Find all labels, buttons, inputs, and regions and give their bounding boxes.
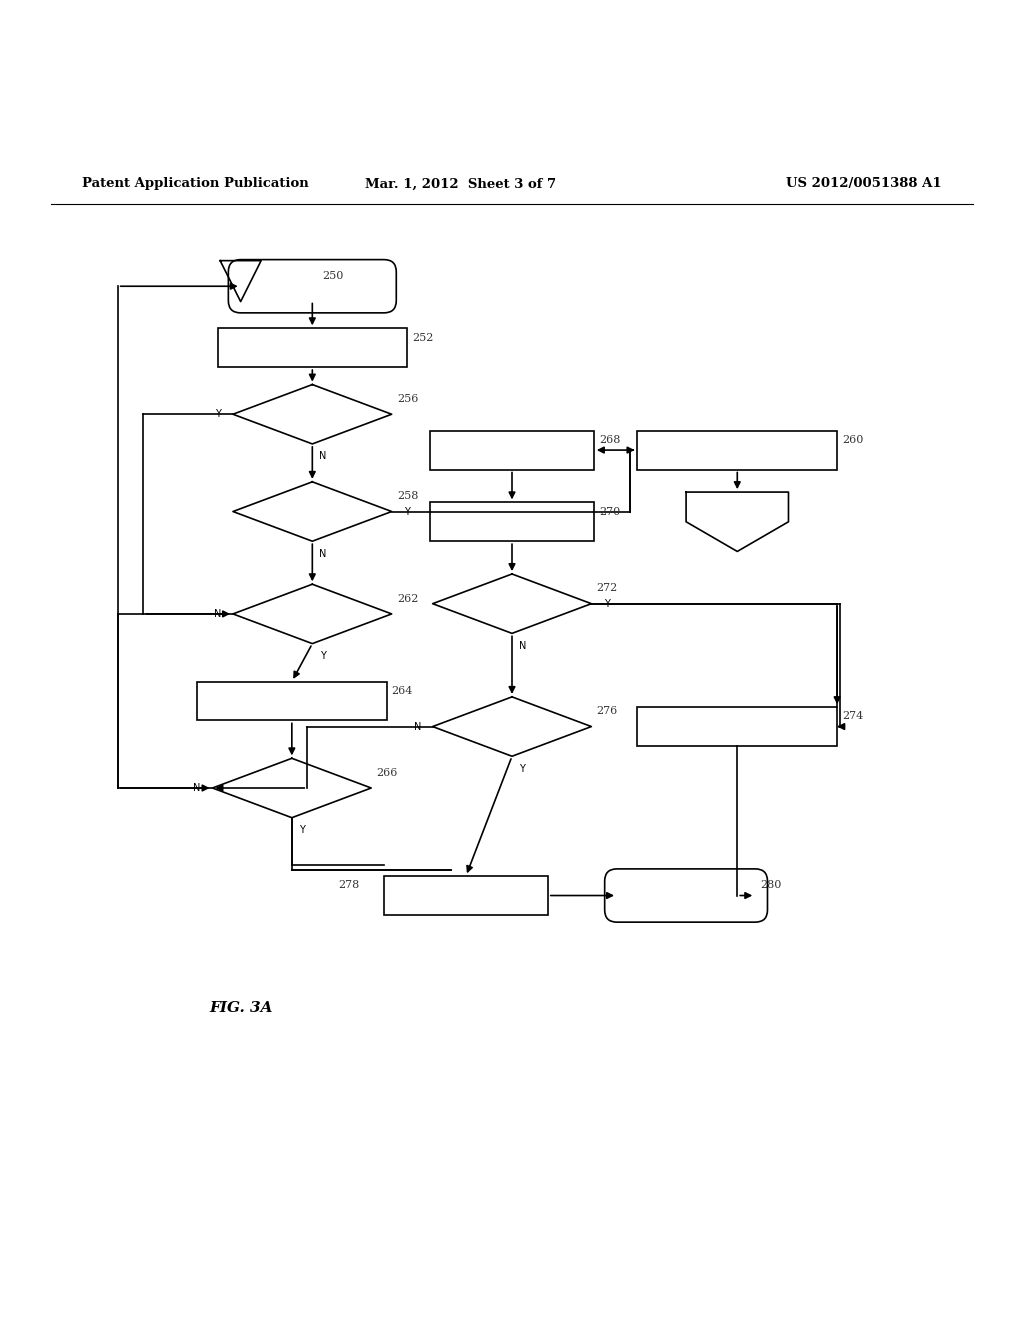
Text: 252: 252 — [412, 333, 433, 343]
FancyBboxPatch shape — [637, 708, 837, 746]
Text: N: N — [194, 783, 201, 793]
Text: 258: 258 — [397, 491, 418, 502]
Text: 260: 260 — [842, 436, 863, 445]
Text: Y: Y — [404, 507, 410, 516]
Text: N: N — [318, 451, 327, 461]
Text: 276: 276 — [596, 706, 617, 717]
FancyBboxPatch shape — [637, 430, 837, 470]
FancyBboxPatch shape — [604, 869, 768, 923]
Text: Mar. 1, 2012  Sheet 3 of 7: Mar. 1, 2012 Sheet 3 of 7 — [366, 177, 556, 190]
Text: Patent Application Publication: Patent Application Publication — [82, 177, 308, 190]
Text: 264: 264 — [391, 686, 413, 696]
Text: Y: Y — [319, 651, 326, 661]
FancyBboxPatch shape — [384, 876, 548, 915]
FancyBboxPatch shape — [228, 260, 396, 313]
Text: Y: Y — [604, 599, 609, 609]
Text: N: N — [518, 640, 526, 651]
Text: US 2012/0051388 A1: US 2012/0051388 A1 — [786, 177, 942, 190]
Text: 266: 266 — [377, 768, 397, 777]
Text: 274: 274 — [842, 711, 863, 722]
Text: N: N — [414, 722, 421, 731]
Text: Y: Y — [299, 825, 305, 836]
Text: N: N — [214, 609, 221, 619]
Text: N: N — [318, 549, 327, 558]
Text: 280: 280 — [760, 880, 781, 891]
Text: Y: Y — [519, 763, 525, 774]
Text: FIG. 3A: FIG. 3A — [209, 1001, 272, 1015]
Text: 268: 268 — [599, 436, 621, 445]
Text: 250: 250 — [323, 271, 344, 281]
Text: 272: 272 — [596, 583, 617, 594]
Text: 256: 256 — [397, 393, 418, 404]
FancyBboxPatch shape — [197, 681, 386, 721]
Text: Y: Y — [215, 409, 220, 420]
Text: 262: 262 — [397, 594, 418, 603]
FancyBboxPatch shape — [217, 329, 407, 367]
FancyBboxPatch shape — [430, 430, 594, 470]
Text: 270: 270 — [599, 507, 621, 516]
Text: 278: 278 — [338, 880, 359, 891]
FancyBboxPatch shape — [430, 503, 594, 541]
